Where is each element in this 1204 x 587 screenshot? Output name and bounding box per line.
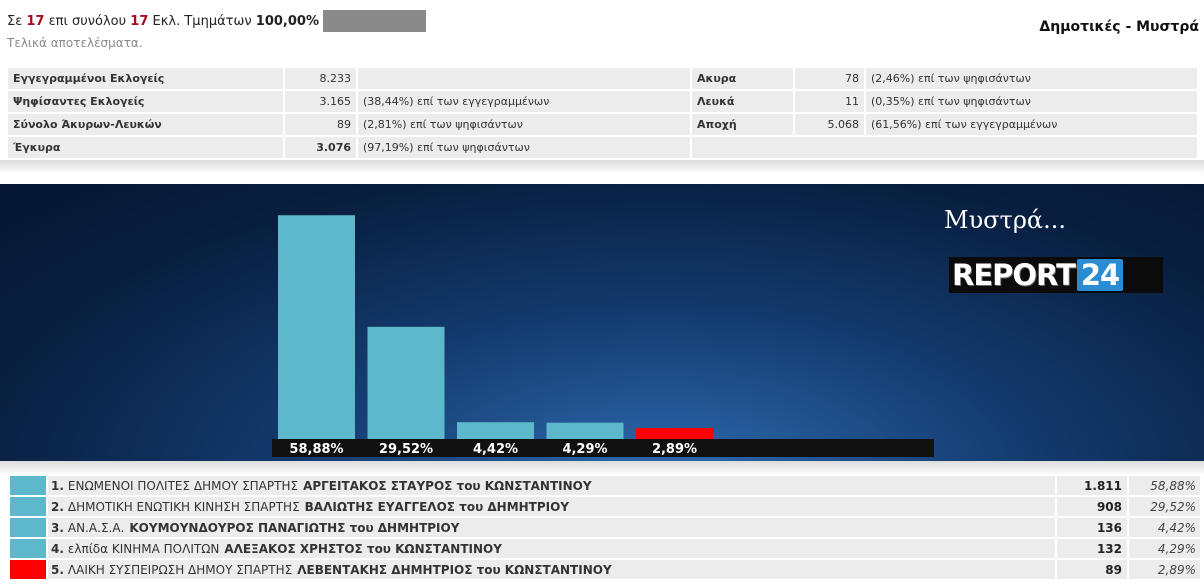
stat-label: Σύνολο Άκυρων-Λευκών	[8, 114, 285, 137]
bar-4	[546, 422, 624, 439]
result-candidate: ΑΛΕΞΑΚΟΣ ΧΡΗΣΤΟΣ του ΚΩΝΣΤΑΝΤΙΝΟΥ	[224, 541, 502, 556]
stat-value: 78	[795, 68, 866, 91]
bar-5	[636, 428, 713, 439]
counting-progress-bar	[322, 10, 426, 32]
result-candidate: ΛΕΒΕΝΤΑΚΗΣ ΔΗΜΗΤΡΙΟΣ του ΚΩΝΣΤΑΝΤΙΝΟΥ	[297, 562, 612, 577]
stat-note: (2,46%) επί των ψηφισάντων	[866, 68, 1199, 91]
result-candidate: ΑΡΓΕΙΤΑΚΟΣ ΣΤΑΥΡΟΣ του ΚΩΝΣΤΑΝΤΙΝΟΥ	[303, 478, 592, 493]
result-candidate: ΒΑΛΙΩΤΗΣ ΕΥΑΓΓΕΛΟΣ του ΔΗΜΗΤΡΙΟΥ	[304, 499, 570, 514]
result-percent: 29,52%	[1129, 497, 1200, 516]
results-subtitle: Τελικά αποτελέσματα.	[7, 36, 143, 50]
stats-row: Ψηφίσαντες Εκλογείς 3.165 (38,44%) επί τ…	[8, 91, 1199, 114]
stats-row: Εγγεγραμμένοι Εκλογείς 8.233 Ακυρα 78 (2…	[8, 68, 1199, 91]
result-row: 3. ΑΝ.Α.Σ.Α. ΚΟΥΜΟΥΝΔΟΥΡΟΣ ΠΑΝΑΓΙΩΤΗΣ του …	[10, 517, 1200, 538]
stat-note: (0,35%) επί των ψηφισάντων	[866, 91, 1199, 114]
stat-label: Έγκυρα	[8, 137, 285, 160]
result-row: 1. ΕΝΩΜΕΝΟΙ ΠΟΛΙΤΕΣ ΔΗΜΟΥ ΣΠΑΡΤΗΣ ΑΡΓΕΙΤΑΚ…	[10, 475, 1200, 496]
stat-label: Αποχή	[692, 114, 795, 137]
party-color-swatch	[10, 539, 46, 558]
result-percent: 58,88%	[1129, 476, 1200, 495]
region-title: Δημοτικές - Μυστρά	[1039, 19, 1199, 35]
results-header: Σε 17 επι συνόλου 17 Εκλ. Τμημάτων 100,0…	[7, 10, 1203, 50]
result-rank: 5.	[51, 562, 64, 577]
total-units: 17	[130, 13, 149, 29]
stat-note: (2,81%) επί των ψηφισάντων	[358, 114, 692, 137]
turnout-stats-table: Εγγεγραμμένοι Εκλογείς 8.233 Ακυρα 78 (2…	[8, 68, 1199, 160]
bar-value-label: 58,88%	[289, 442, 343, 457]
stat-value: 5.068	[795, 114, 866, 137]
stat-note	[358, 68, 692, 91]
divider-shadow	[0, 461, 1204, 475]
result-votes: 908	[1057, 497, 1127, 516]
stat-value: 8.233	[285, 68, 358, 91]
result-name: 3. ΑΝ.Α.Σ.Α. ΚΟΥΜΟΥΝΔΟΥΡΟΣ ΠΑΝΑΓΙΩΤΗΣ του …	[48, 518, 1055, 537]
stat-label: Ακυρα	[692, 68, 795, 91]
chart-caption: Μυστρά...	[944, 206, 1067, 234]
result-row: 5. ΛΑΙΚΗ ΣΥΣΠΕΙΡΩΣΗ ΔΗΜΟΥ ΣΠΑΡΤΗΣ ΛΕΒΕΝΤΑΚ…	[10, 559, 1200, 580]
result-votes: 132	[1057, 539, 1127, 558]
counting-status: Σε 17 επι συνόλου 17 Εκλ. Τμημάτων 100,0…	[7, 10, 1203, 32]
bar-value-label: 4,29%	[562, 442, 607, 457]
bar-value-label: 29,52%	[379, 442, 433, 457]
result-row: 2. ΔΗΜΟΤΙΚΗ ΕΝΩΤΙΚΗ ΚΙΝΗΣΗ ΣΠΑΡΤΗΣ ΒΑΛΙΩΤΗ…	[10, 496, 1200, 517]
results-chart-panel: 58,88% 29,52% 4,42% 4,29% 2,89% Μυστρά... RE…	[0, 184, 1204, 461]
stat-value: 3.076	[285, 137, 358, 160]
result-rank: 3.	[51, 520, 64, 535]
report24-logo: REPORT 24	[949, 257, 1163, 293]
bar-2	[367, 326, 445, 439]
results-table: 1. ΕΝΩΜΕΝΟΙ ΠΟΛΙΤΕΣ ΔΗΜΟΥ ΣΠΑΡΤΗΣ ΑΡΓΕΙΤΑΚ…	[10, 475, 1200, 580]
stat-value: 89	[285, 114, 358, 137]
stat-empty-cell	[692, 137, 1199, 160]
logo-number: 24	[1076, 259, 1124, 291]
stat-label: Ψηφίσαντες Εκλογείς	[8, 91, 285, 114]
bar-value-label: 2,89%	[652, 442, 697, 457]
result-name: 1. ΕΝΩΜΕΝΟΙ ΠΟΛΙΤΕΣ ΔΗΜΟΥ ΣΠΑΡΤΗΣ ΑΡΓΕΙΤΑΚ…	[48, 476, 1055, 495]
stat-note: (61,56%) επί των εγγεγραμμένων	[866, 114, 1199, 137]
result-votes: 136	[1057, 518, 1127, 537]
result-name: 5. ΛΑΙΚΗ ΣΥΣΠΕΙΡΩΣΗ ΔΗΜΟΥ ΣΠΑΡΤΗΣ ΛΕΒΕΝΤΑΚ…	[48, 560, 1055, 579]
result-rank: 4.	[51, 541, 64, 556]
counted-units: 17	[26, 13, 45, 29]
party-color-swatch	[10, 476, 46, 495]
party-color-swatch	[10, 497, 46, 516]
stat-value: 11	[795, 91, 866, 114]
result-percent: 2,89%	[1129, 560, 1200, 579]
stat-note: (97,19%) επί των ψηφισάντων	[358, 137, 692, 160]
result-party: ΔΗΜΟΤΙΚΗ ΕΝΩΤΙΚΗ ΚΙΝΗΣΗ ΣΠΑΡΤΗΣ	[67, 499, 300, 514]
stat-label: Εγγεγραμμένοι Εκλογείς	[8, 68, 285, 91]
result-name: 2. ΔΗΜΟΤΙΚΗ ΕΝΩΤΙΚΗ ΚΙΝΗΣΗ ΣΠΑΡΤΗΣ ΒΑΛΙΩΤΗ…	[48, 497, 1055, 516]
divider-shadow	[0, 160, 1204, 184]
result-party: ΑΝ.Α.Σ.Α.	[67, 520, 125, 535]
result-party: ΛΑΙΚΗ ΣΥΣΠΕΙΡΩΣΗ ΔΗΜΟΥ ΣΠΑΡΤΗΣ	[67, 562, 293, 577]
result-candidate: ΚΟΥΜΟΥΝΔΟΥΡΟΣ ΠΑΝΑΓΙΩΤΗΣ του ΔΗΜΗΤΡΙΟΥ	[129, 520, 460, 535]
bar-label-band	[272, 439, 934, 457]
counted-percent: 100,00%	[255, 13, 319, 29]
result-name: 4. ελπίδα ΚΙΝΗΜΑ ΠΟΛΙΤΩΝ ΑΛΕΞΑΚΟΣ ΧΡΗΣΤΟΣ …	[48, 539, 1055, 558]
stats-row: Έγκυρα 3.076 (97,19%) επί των ψηφισάντων	[8, 137, 1199, 160]
stat-note: (38,44%) επί των εγγεγραμμένων	[358, 91, 692, 114]
result-votes: 1.811	[1057, 476, 1127, 495]
stat-value: 3.165	[285, 91, 358, 114]
bar-3	[457, 422, 534, 439]
status-prefix: Σε	[7, 13, 23, 29]
result-party: ΕΝΩΜΕΝΟΙ ΠΟΛΙΤΕΣ ΔΗΜΟΥ ΣΠΑΡΤΗΣ	[67, 478, 299, 493]
result-percent: 4,29%	[1129, 539, 1200, 558]
logo-word: REPORT	[952, 258, 1076, 292]
stat-label: Λευκά	[692, 91, 795, 114]
bar-chart: 58,88% 29,52% 4,42% 4,29% 2,89%	[272, 215, 934, 457]
party-color-swatch	[10, 518, 46, 537]
units-label: Εκλ. Τμημάτων	[152, 13, 252, 29]
party-color-swatch	[10, 560, 46, 579]
counting-progress-fill	[322, 10, 426, 32]
stats-row: Σύνολο Άκυρων-Λευκών 89 (2,81%) επί των …	[8, 114, 1199, 137]
result-percent: 4,42%	[1129, 518, 1200, 537]
result-party: ελπίδα ΚΙΝΗΜΑ ΠΟΛΙΤΩΝ	[67, 541, 220, 556]
bar-value-label: 4,42%	[473, 442, 518, 457]
bar-1	[278, 215, 355, 439]
result-rank: 1.	[51, 478, 64, 493]
result-rank: 2.	[51, 499, 64, 514]
result-votes: 89	[1057, 560, 1127, 579]
status-mid: επι συνόλου	[48, 13, 127, 29]
result-row: 4. ελπίδα ΚΙΝΗΜΑ ΠΟΛΙΤΩΝ ΑΛΕΞΑΚΟΣ ΧΡΗΣΤΟΣ …	[10, 538, 1200, 559]
